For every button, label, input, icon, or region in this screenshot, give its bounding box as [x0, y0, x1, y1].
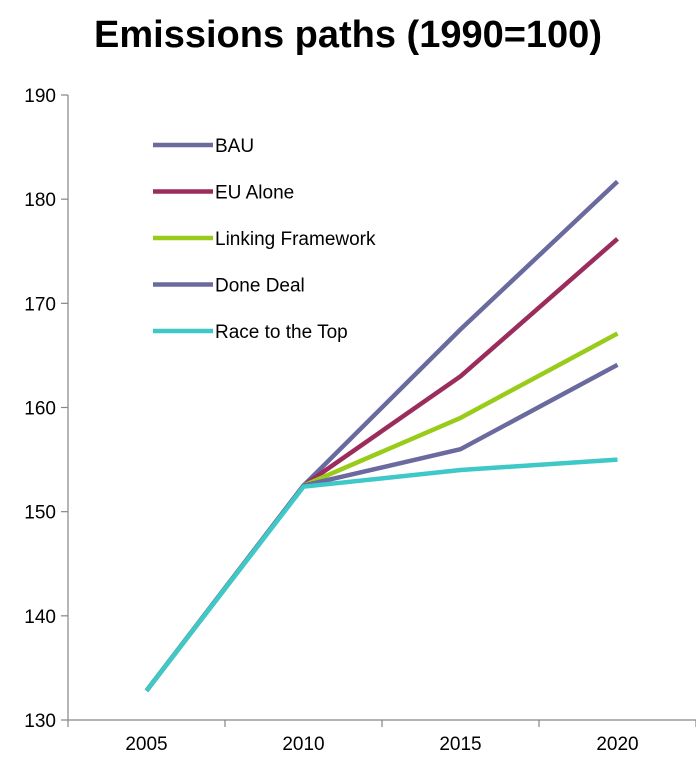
x-tick-label: 2010 — [282, 734, 324, 755]
y-tick-label: 170 — [24, 294, 56, 315]
series-line-5 — [144, 457, 618, 693]
legend-label: EU Alone — [215, 183, 294, 204]
series-line-4 — [144, 362, 619, 693]
y-tick-label: 190 — [24, 86, 56, 107]
series-line-3 — [144, 331, 619, 693]
y-tick-label: 130 — [24, 711, 56, 732]
legend-label: BAU — [215, 136, 254, 157]
y-tick-label: 150 — [24, 503, 56, 524]
chart-title: Emissions paths (1990=100) — [94, 14, 602, 56]
legend-label: Linking Framework — [215, 229, 376, 250]
legend: BAU EU Alone Linking Framework Done Deal Rac… — [153, 136, 376, 343]
legend-label: Race to the Top — [215, 322, 348, 343]
series-line-1 — [144, 179, 620, 693]
legend-label: Done Deal — [215, 276, 305, 297]
y-tick-label: 180 — [24, 190, 56, 211]
y-tick-label: 160 — [24, 399, 56, 420]
x-tick-label: 2020 — [596, 734, 638, 755]
x-tick-label: 2005 — [125, 734, 167, 755]
x-tick-label: 2015 — [439, 734, 481, 755]
y-tick-label: 140 — [24, 607, 56, 628]
axes: 130 140 150 160 170 180 190 2005 2010 2015 2020 — [24, 86, 696, 755]
series-layer — [144, 179, 620, 693]
